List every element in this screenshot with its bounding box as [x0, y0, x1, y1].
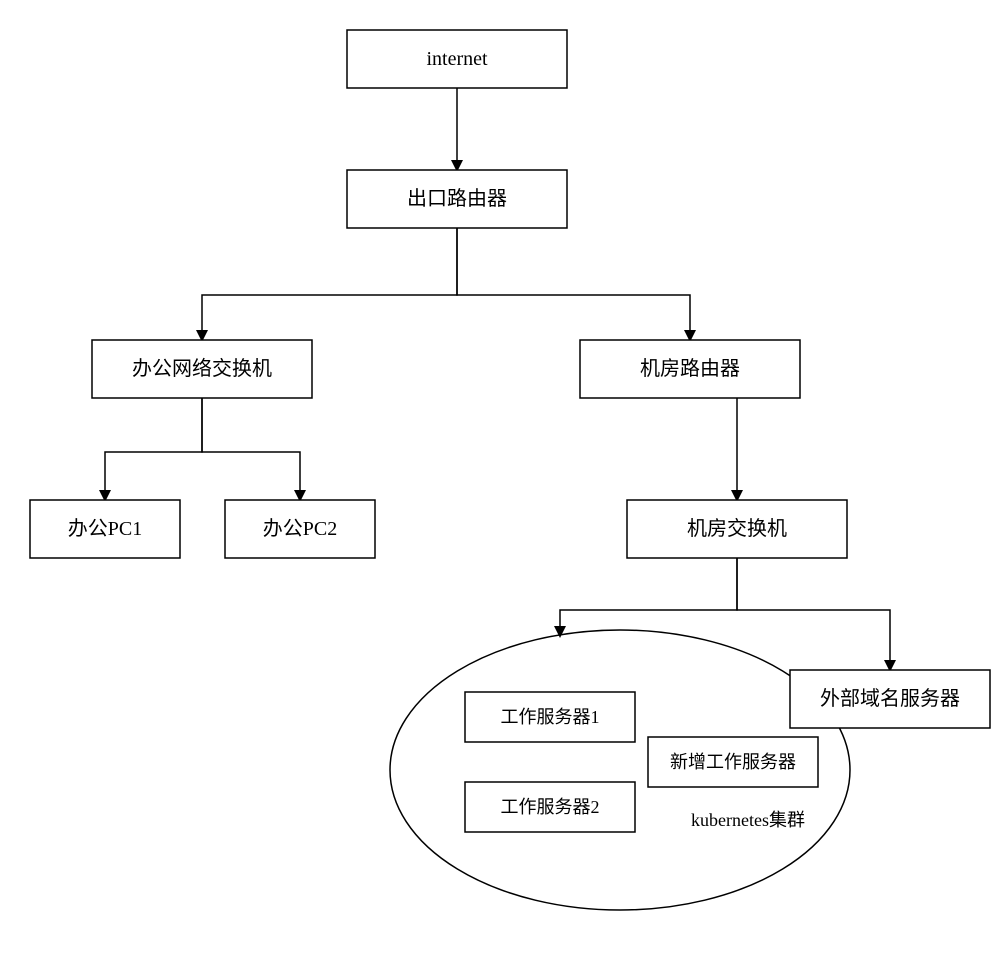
node-office_switch-label: 办公网络交换机: [132, 357, 272, 380]
node-dc_switch: 机房交换机: [627, 500, 847, 558]
node-dc_switch-label: 机房交换机: [687, 517, 787, 540]
node-office_switch: 办公网络交换机: [92, 340, 312, 398]
node-pc2-label: 办公PC2: [263, 517, 337, 540]
node-work1-label: 工作服务器1: [501, 707, 600, 727]
edge-office_switch-pc2: [202, 398, 300, 500]
node-exit_router: 出口路由器: [347, 170, 567, 228]
node-pc1: 办公PC1: [30, 500, 180, 558]
k8s-cluster-label: kubernetes集群: [691, 810, 805, 830]
node-work2-label: 工作服务器2: [501, 797, 600, 817]
node-internet: internet: [347, 30, 567, 88]
edge-office_switch-pc1: [105, 398, 202, 500]
node-pc1-label: 办公PC1: [68, 517, 142, 540]
edge-exit_router-branch2: [457, 228, 690, 340]
node-internet-label: internet: [426, 48, 488, 70]
node-ext_dns-label: 外部域名服务器: [820, 687, 960, 710]
edge-dc_switch-ext_dns: [737, 558, 890, 670]
network-diagram: internet 出口路由器办公网络交换机 机房路由器办公PC1 办公PC2 机房交换机…: [0, 0, 1000, 954]
node-exit_router-label: 出口路由器: [407, 187, 507, 210]
edge-dc_switch-cluster: [560, 558, 737, 636]
node-work_new: 新增工作服务器: [648, 737, 818, 787]
node-dc_router-label: 机房路由器: [640, 357, 740, 380]
node-work_new-label: 新增工作服务器: [670, 752, 796, 772]
node-work1: 工作服务器1: [465, 692, 635, 742]
node-ext_dns: 外部域名服务器: [790, 670, 990, 728]
node-dc_router: 机房路由器: [580, 340, 800, 398]
edge-exit_router-branch1: [202, 228, 457, 340]
node-work2: 工作服务器2: [465, 782, 635, 832]
node-pc2: 办公PC2: [225, 500, 375, 558]
